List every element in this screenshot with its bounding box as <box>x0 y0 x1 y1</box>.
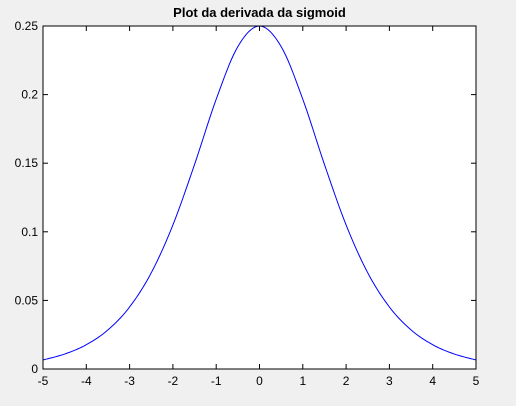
x-tick-label: 3 <box>386 374 393 388</box>
axes-box <box>42 25 477 370</box>
y-tick-label: 0.15 <box>15 156 39 170</box>
x-tick-label: 0 <box>256 374 263 388</box>
x-tick-label: -4 <box>81 374 92 388</box>
y-tick-label: 0.25 <box>15 19 39 33</box>
x-tick-label: -3 <box>124 374 135 388</box>
x-tick-label: 2 <box>343 374 350 388</box>
axis-ticks: -5 -4 -3 -2 -1 0 1 2 3 4 5 0 0.05 0.1 0.15 0.2 0.25 <box>15 19 480 388</box>
chart-title: Plot da derivada da sigmoid <box>173 5 346 20</box>
y-tick-label: 0 <box>31 362 38 376</box>
x-tick-label: -2 <box>168 374 179 388</box>
y-tick-label: 0.1 <box>21 225 38 239</box>
plot-area <box>43 26 476 369</box>
y-tick-label: 0.2 <box>21 88 38 102</box>
x-tick-label: 5 <box>473 374 480 388</box>
x-tick-label: -5 <box>38 374 49 388</box>
y-tick-label: 0.05 <box>15 293 39 307</box>
x-tick-label: 1 <box>299 374 306 388</box>
x-tick-label: 4 <box>429 374 436 388</box>
x-tick-label: -1 <box>211 374 222 388</box>
